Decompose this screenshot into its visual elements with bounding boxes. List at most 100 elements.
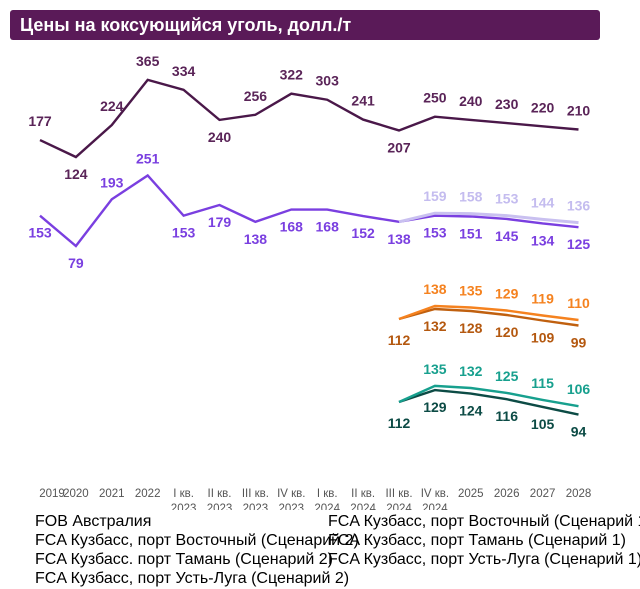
data-label: 134 bbox=[531, 232, 555, 248]
x-tick-label: III кв. bbox=[385, 488, 412, 500]
x-tick-label: I кв. bbox=[317, 488, 338, 500]
x-tick-label: 2026 bbox=[494, 488, 520, 500]
legend-label: FOB Австралия bbox=[35, 513, 152, 530]
x-tick-label: 2024 bbox=[386, 503, 412, 510]
legend-label: FCA Кузбасс. порт Тамань (Сценарий 2) bbox=[35, 551, 333, 568]
series-line-4 bbox=[398, 304, 579, 322]
data-label: 138 bbox=[423, 281, 447, 297]
data-label: 159 bbox=[423, 188, 447, 204]
data-label: 153 bbox=[495, 191, 519, 207]
data-label: 152 bbox=[351, 225, 375, 241]
data-label: 124 bbox=[459, 403, 483, 419]
data-label: 240 bbox=[459, 93, 483, 109]
data-label: 145 bbox=[495, 228, 519, 244]
data-label: 138 bbox=[387, 231, 411, 247]
legend-label: FCA Кузбасс, порт Восточный (Сценарий 1) bbox=[328, 513, 640, 530]
legend-label: FCA Кузбасс, порт Восточный (Сценарий 2) bbox=[35, 532, 359, 549]
x-tick-label: 2024 bbox=[314, 503, 340, 510]
data-label: 125 bbox=[495, 368, 519, 384]
x-tick-label: 2024 bbox=[350, 503, 376, 510]
x-tick-label: 2023 bbox=[243, 503, 269, 510]
x-tick-label: 2025 bbox=[458, 488, 484, 500]
x-tick-label: 2023 bbox=[279, 503, 305, 510]
data-label: 125 bbox=[567, 236, 591, 252]
data-label: 105 bbox=[531, 416, 555, 432]
data-label: 129 bbox=[495, 286, 519, 302]
legend-label: FCA Кузбасс, порт Тамань (Сценарий 1) bbox=[328, 532, 626, 549]
chart-title: Цены на коксующийся уголь, долл./т bbox=[20, 15, 352, 35]
data-label: 210 bbox=[567, 103, 591, 119]
data-label: 241 bbox=[351, 93, 375, 109]
data-label: 116 bbox=[495, 408, 518, 424]
data-label: 124 bbox=[64, 166, 88, 182]
data-label: 251 bbox=[136, 150, 160, 166]
x-tick-label: 2023 bbox=[171, 503, 197, 510]
data-label: 112 bbox=[388, 415, 411, 431]
data-label: 153 bbox=[172, 225, 196, 241]
x-tick-label: 2019 bbox=[39, 488, 65, 500]
data-label: 135 bbox=[423, 361, 447, 377]
legend-item: FCA Кузбасс, порт Усть-Луга (Сценарий 2) bbox=[35, 570, 349, 588]
data-label: 151 bbox=[459, 225, 483, 241]
x-tick-label: 2027 bbox=[530, 488, 556, 500]
data-label: 177 bbox=[28, 113, 52, 129]
x-tick-label: II кв. bbox=[208, 488, 232, 500]
data-label: 153 bbox=[28, 225, 52, 241]
data-label: 120 bbox=[495, 324, 519, 340]
data-label: 322 bbox=[280, 67, 304, 83]
legend-item: FOB Австралия bbox=[35, 513, 151, 531]
data-label: 128 bbox=[459, 320, 483, 336]
data-label: 168 bbox=[316, 219, 340, 235]
data-label: 207 bbox=[387, 139, 411, 155]
series-line-0 bbox=[39, 78, 579, 159]
data-label: 99 bbox=[571, 335, 587, 351]
data-label: 334 bbox=[172, 63, 196, 79]
series-line-6 bbox=[398, 384, 579, 408]
data-label: 109 bbox=[531, 330, 555, 346]
x-tick-label: III кв. bbox=[242, 488, 269, 500]
data-label: 119 bbox=[531, 291, 554, 307]
legend-item: FCA Кузбасс, порт Тамань (Сценарий 1) bbox=[328, 532, 626, 550]
data-label: 132 bbox=[459, 363, 483, 379]
data-label: 256 bbox=[244, 88, 268, 104]
legend-item: FCA Кузбасс. порт Тамань (Сценарий 2) bbox=[35, 551, 333, 569]
series-line-1 bbox=[39, 173, 579, 248]
data-label: 179 bbox=[208, 214, 232, 230]
data-label: 129 bbox=[423, 399, 447, 415]
legend-item: FCA Кузбасс, порт Усть-Луга (Сценарий 1) bbox=[328, 551, 640, 569]
data-label: 240 bbox=[208, 129, 232, 145]
legend-item: FCA Кузбасс, порт Восточный (Сценарий 2) bbox=[35, 532, 359, 550]
data-label: 224 bbox=[100, 98, 124, 114]
data-label: 112 bbox=[388, 332, 411, 348]
series-line-2 bbox=[398, 211, 579, 225]
data-label: 153 bbox=[423, 225, 447, 241]
data-label: 220 bbox=[531, 99, 555, 115]
x-tick-label: 2023 bbox=[207, 503, 233, 510]
data-label: 106 bbox=[567, 381, 591, 397]
data-label: 79 bbox=[68, 255, 84, 271]
data-label: 230 bbox=[495, 96, 519, 112]
series-line-5 bbox=[398, 388, 579, 416]
data-label: 136 bbox=[567, 198, 591, 214]
x-tick-label: 2020 bbox=[63, 488, 89, 500]
x-tick-label: 2024 bbox=[422, 503, 448, 510]
x-tick-label: II кв. bbox=[351, 488, 375, 500]
data-label: 193 bbox=[100, 174, 124, 190]
x-tick-label: 2022 bbox=[135, 488, 161, 500]
data-label: 168 bbox=[280, 219, 304, 235]
data-label: 132 bbox=[423, 318, 447, 334]
data-label: 110 bbox=[567, 295, 590, 311]
data-label: 115 bbox=[531, 375, 554, 391]
x-tick-label: 2028 bbox=[566, 488, 592, 500]
data-label: 158 bbox=[459, 189, 483, 205]
legend-label: FCA Кузбасс, порт Усть-Луга (Сценарий 1) bbox=[328, 551, 640, 568]
legend-item: FCA Кузбасс, порт Восточный (Сценарий 1) bbox=[328, 513, 640, 531]
line-chart: 177 124 224 365 334 240 256 322 303 241 207 250 240 2… bbox=[28, 53, 592, 510]
x-tick-label: IV кв. bbox=[421, 488, 449, 500]
data-label: 144 bbox=[531, 194, 555, 210]
data-label: 303 bbox=[316, 73, 340, 89]
x-tick-label: I кв. bbox=[173, 488, 194, 500]
data-label: 138 bbox=[244, 231, 268, 247]
data-label: 365 bbox=[136, 53, 160, 69]
data-label: 135 bbox=[459, 283, 483, 299]
